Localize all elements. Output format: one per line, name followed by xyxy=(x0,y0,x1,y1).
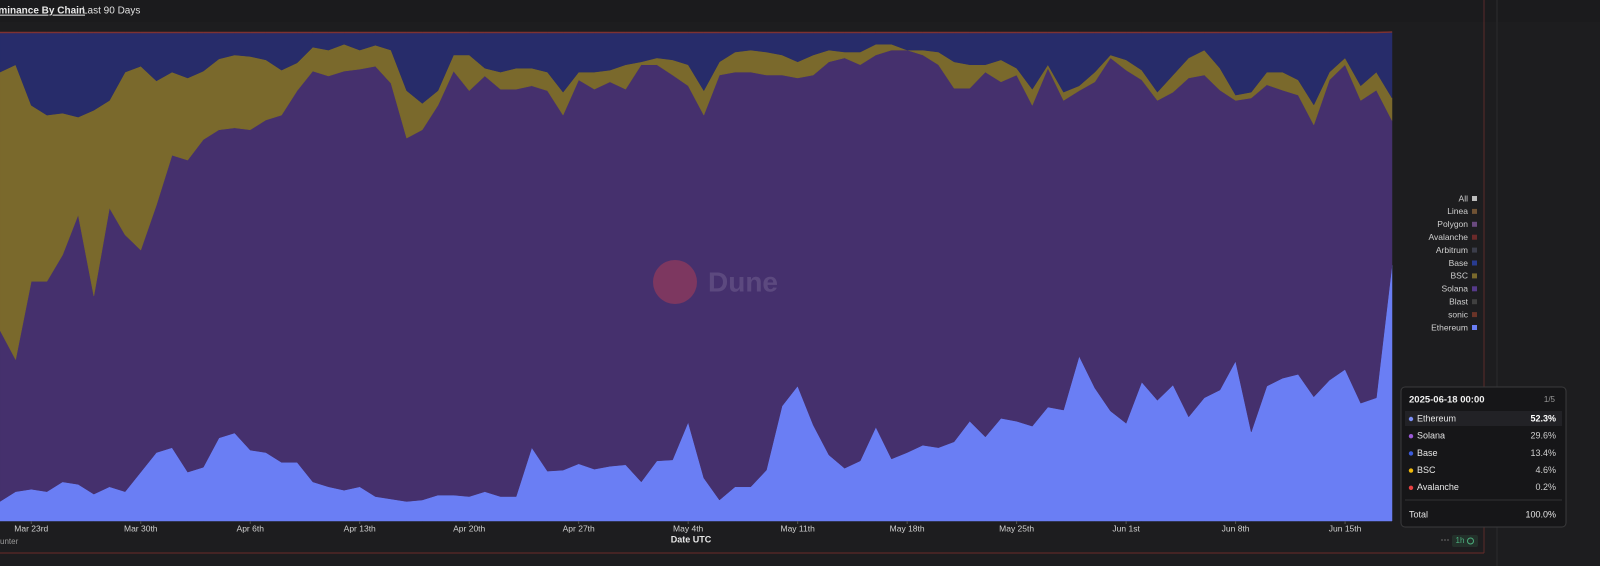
legend-label: Linea xyxy=(1447,206,1468,216)
tooltip-dot xyxy=(1408,451,1414,456)
legend-swatch xyxy=(1472,299,1477,305)
legend-label: Ethereum xyxy=(1431,322,1468,332)
x-tick-label: May 4th xyxy=(673,523,704,533)
legend-swatch xyxy=(1472,247,1477,253)
status-icon xyxy=(1467,537,1474,545)
tooltip-dot xyxy=(1408,468,1414,473)
tooltip-page: 1/5 xyxy=(1544,395,1556,404)
area xyxy=(0,31,1393,34)
chart-title[interactable]: Dominance By Chain xyxy=(0,6,85,17)
tooltip-value: 13.4% xyxy=(1530,448,1556,458)
tooltip-highlight xyxy=(1405,411,1562,426)
x-tick-label: Mar 30th xyxy=(124,523,158,533)
x-tick-label: Jun 8th xyxy=(1222,523,1250,533)
chart-subtitle: Last 90 Days xyxy=(82,6,140,17)
tooltip-name: Solana xyxy=(1417,431,1445,441)
tooltip-total-name: Total xyxy=(1409,509,1428,519)
tooltip-value: 0.2% xyxy=(1535,482,1556,492)
more-menu[interactable]: ··· xyxy=(1441,534,1450,544)
legend-swatch xyxy=(1472,286,1477,292)
x-axis-title: Date UTC xyxy=(671,534,712,544)
tooltip-value: 29.6% xyxy=(1530,431,1556,441)
tooltip-total-value: 100.0% xyxy=(1525,509,1556,519)
legend-swatch xyxy=(1472,312,1477,318)
tooltip-dot xyxy=(1408,434,1414,439)
watermark: Dune xyxy=(708,266,778,297)
x-tick-label: May 18th xyxy=(890,523,925,533)
x-tick-label: Apr 20th xyxy=(453,523,485,533)
tooltip-value: 52.3% xyxy=(1530,413,1556,423)
x-tick-label: May 25th xyxy=(999,523,1034,533)
x-tick-label: Jun 15th xyxy=(1329,523,1362,533)
x-tick-label: May 11th xyxy=(780,523,815,533)
tooltip-name: BSC xyxy=(1417,465,1436,475)
legend-swatch xyxy=(1472,221,1477,227)
tooltip-name: Avalanche xyxy=(1417,482,1459,492)
watermark-logo xyxy=(653,260,697,304)
legend-label: Avalanche xyxy=(1428,232,1468,242)
interval-label: 1h xyxy=(1456,536,1465,545)
legend-label: Arbitrum xyxy=(1436,245,1468,255)
tooltip-title: 2025-06-18 00:00 xyxy=(1409,395,1485,406)
tooltip-name: Ethereum xyxy=(1417,413,1456,423)
header-bar xyxy=(0,0,1600,22)
x-tick-label: Apr 27th xyxy=(563,523,595,533)
legend-swatch xyxy=(1472,260,1477,266)
legend-swatch xyxy=(1472,273,1477,279)
legend-label: Polygon xyxy=(1437,219,1468,229)
legend-label: Solana xyxy=(1442,284,1469,294)
legend-label: Blast xyxy=(1449,296,1469,306)
tooltip-value: 4.6% xyxy=(1535,465,1556,475)
x-tick-label: Jun 1st xyxy=(1112,523,1140,533)
plot-area: Dune xyxy=(0,31,1393,522)
legend-swatch xyxy=(1472,234,1477,240)
legend-swatch xyxy=(1472,325,1477,330)
legend-label: BSC xyxy=(1451,271,1468,281)
tooltip-dot xyxy=(1408,485,1414,490)
legend-swatch xyxy=(1472,208,1477,214)
tooltip-dot xyxy=(1408,416,1414,422)
x-tick-label: Mar 23rd xyxy=(14,523,48,533)
legend-swatch xyxy=(1472,196,1477,201)
x-tick-label: Apr 13th xyxy=(344,523,376,533)
x-tick-label: Apr 6th xyxy=(237,523,265,533)
legend-label: All xyxy=(1459,193,1469,203)
footer-label: unter xyxy=(0,537,19,546)
tooltip-name: Base xyxy=(1417,448,1438,458)
legend-label: Base xyxy=(1449,258,1469,268)
legend-label: sonic xyxy=(1448,309,1469,319)
